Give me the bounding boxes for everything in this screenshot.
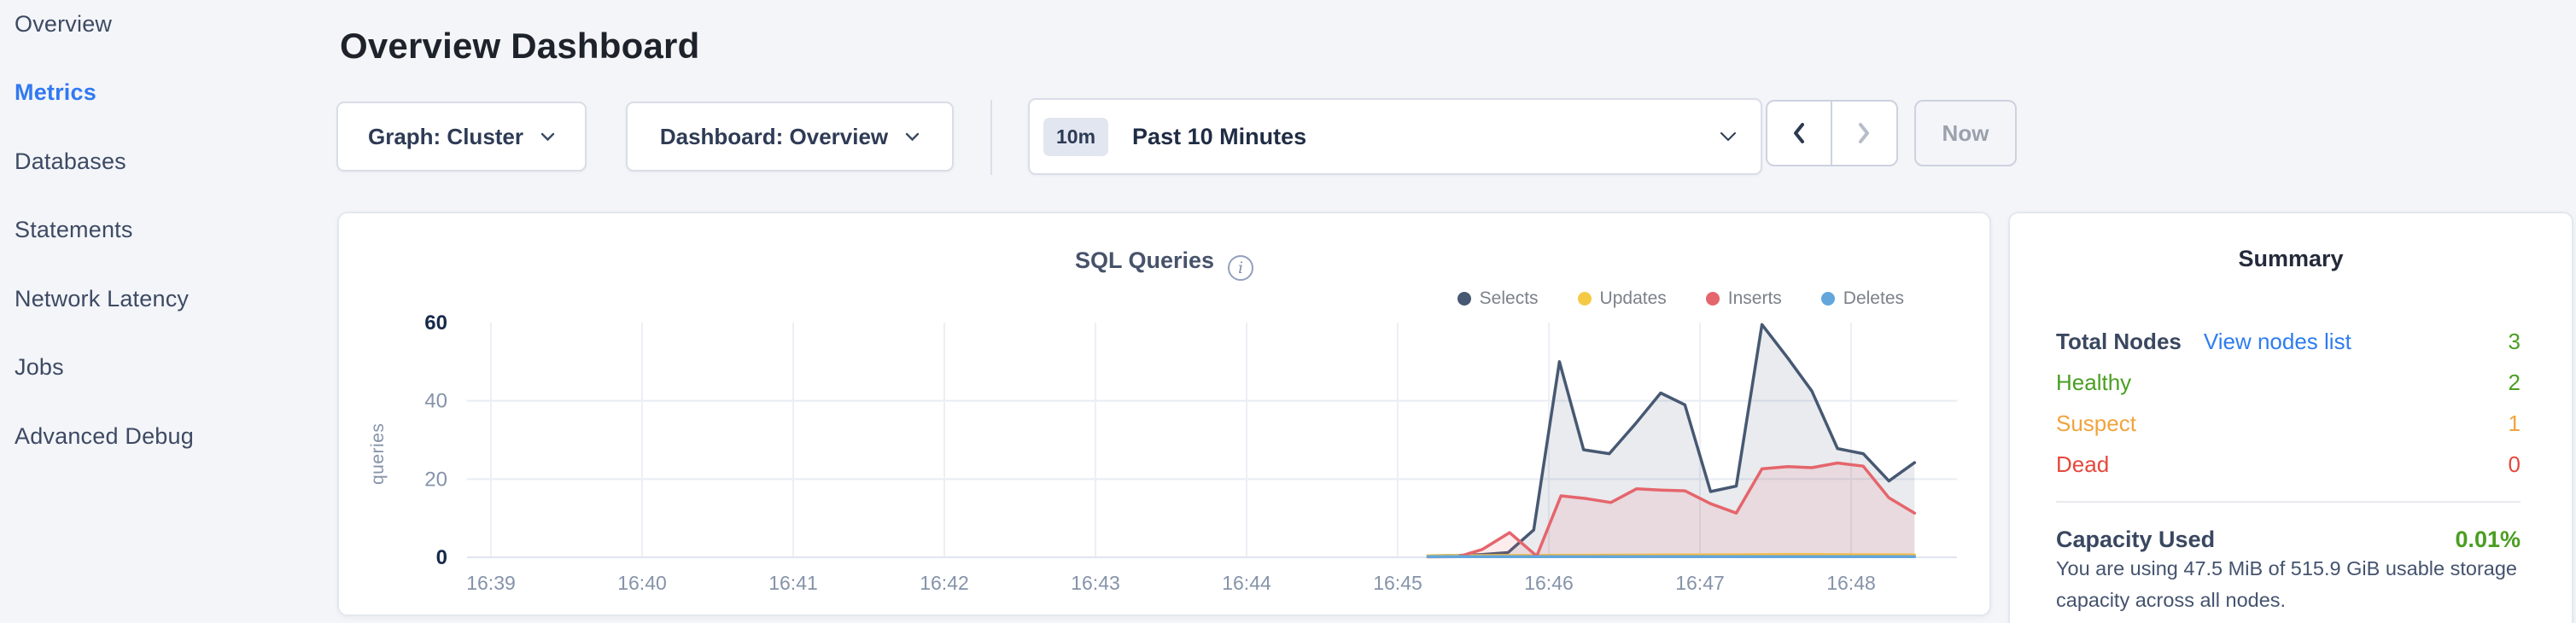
x-tick-label: 16:39 xyxy=(466,572,516,594)
info-icon[interactable]: i xyxy=(1228,255,1254,281)
legend-dot-icon xyxy=(1457,292,1471,306)
time-window-label: Past 10 Minutes xyxy=(1132,123,1307,149)
chart-title: SQL Queries xyxy=(1074,247,1215,273)
capacity-used-label: Capacity Used xyxy=(2056,526,2216,552)
suspect-nodes-row: Suspect 1 xyxy=(2056,403,2521,444)
sidebar-item-metrics[interactable]: Metrics xyxy=(15,79,96,106)
legend-item-updates[interactable]: Updates xyxy=(1577,288,1667,309)
y-tick-label: 20 xyxy=(424,468,447,491)
dead-nodes-row: Dead 0 xyxy=(2056,444,2521,485)
time-step-buttons xyxy=(1766,100,1898,166)
capacity-description: You are using 47.5 MiB of 515.9 GiB usab… xyxy=(2056,557,2517,611)
series-line-inserts xyxy=(1426,461,1917,559)
legend-item-inserts[interactable]: Inserts xyxy=(1705,288,1782,309)
nodes-summary: Total Nodes View nodes list 3 Healthy 2 … xyxy=(2056,321,2521,485)
chevron-down-icon xyxy=(905,132,920,142)
chevron-right-icon xyxy=(1855,120,1873,146)
capacity-used-row: Capacity Used 0.01% xyxy=(2056,521,2521,558)
dashboard-controls: Graph: Cluster Dashboard: Overview 10m P… xyxy=(336,98,2215,177)
legend-item-deletes[interactable]: Deletes xyxy=(1820,288,1904,309)
sql-queries-chart-card: SQL Queries i Selects Updates Inserts Del… xyxy=(337,212,1991,616)
x-tick-label: 16:47 xyxy=(1675,572,1725,594)
sidebar-item-network-latency[interactable]: Network Latency xyxy=(15,285,190,312)
dead-label: Dead xyxy=(2056,451,2110,477)
legend-label: Selects xyxy=(1479,288,1539,308)
x-tick-label: 16:43 xyxy=(1071,572,1120,594)
sidebar-item-statements[interactable]: Statements xyxy=(15,217,133,243)
legend-dot-icon xyxy=(1820,292,1835,306)
healthy-value: 2 xyxy=(2508,369,2521,395)
sidebar: Overview Metrics Databases Statements Ne… xyxy=(0,0,316,623)
previous-time-window-button[interactable] xyxy=(1767,102,1832,165)
legend-dot-icon xyxy=(1577,292,1592,306)
x-tick-label: 16:40 xyxy=(617,572,667,594)
chevron-left-icon xyxy=(1790,120,1808,146)
y-tick-label: 0 xyxy=(436,546,447,569)
page-title: Overview Dashboard xyxy=(340,26,700,66)
series-area-inserts xyxy=(1428,463,1915,557)
chevron-down-icon xyxy=(540,132,555,142)
x-tick-label: 16:41 xyxy=(768,572,818,594)
x-tick-label: 16:42 xyxy=(920,572,969,594)
healthy-label: Healthy xyxy=(2056,369,2132,395)
controls-divider xyxy=(990,100,992,175)
capacity-used-value: 0.01% xyxy=(2455,526,2521,552)
x-tick-label: 16:45 xyxy=(1373,572,1422,594)
total-nodes-row: Total Nodes View nodes list 3 xyxy=(2056,321,2521,362)
dashboard-dropdown[interactable]: Dashboard: Overview xyxy=(626,102,954,172)
x-tick-label: 16:46 xyxy=(1524,572,1574,594)
next-time-window-button[interactable] xyxy=(1832,102,1897,165)
legend-label: Updates xyxy=(1599,288,1667,308)
healthy-nodes-row: Healthy 2 xyxy=(2056,362,2521,403)
dashboard-dropdown-label: Dashboard: Overview xyxy=(659,123,889,149)
legend-label: Deletes xyxy=(1843,288,1904,308)
x-tick-label: 16:48 xyxy=(1826,572,1876,594)
sidebar-item-jobs[interactable]: Jobs xyxy=(15,354,64,381)
sql-queries-chart[interactable]: 16:39 16:40 16:41 16:42 16:43 16:44 16:45 16:46… xyxy=(365,312,1970,606)
summary-divider xyxy=(2056,501,2521,503)
dead-value: 0 xyxy=(2508,451,2521,477)
total-nodes-value: 3 xyxy=(2508,328,2521,354)
graph-scope-dropdown[interactable]: Graph: Cluster xyxy=(336,102,587,172)
legend-item-selects[interactable]: Selects xyxy=(1457,288,1539,309)
sidebar-item-overview[interactable]: Overview xyxy=(15,10,113,37)
view-nodes-list-link[interactable]: View nodes list xyxy=(2203,328,2351,354)
legend-label: Inserts xyxy=(1727,288,1782,308)
suspect-value: 1 xyxy=(2508,410,2521,436)
sidebar-item-advanced-debug[interactable]: Advanced Debug xyxy=(15,422,194,449)
y-tick-label: 40 xyxy=(424,390,447,413)
sidebar-item-databases[interactable]: Databases xyxy=(15,148,126,174)
summary-title: Summary xyxy=(2238,246,2344,271)
suspect-label: Suspect xyxy=(2056,410,2136,436)
series-line-selects xyxy=(1426,323,1917,557)
graph-scope-label: Graph: Cluster xyxy=(367,123,524,149)
time-window-selector[interactable]: 10m Past 10 Minutes xyxy=(1028,98,1762,175)
time-window-badge: 10m xyxy=(1043,117,1109,156)
legend-dot-icon xyxy=(1705,292,1720,306)
x-tick-label: 16:44 xyxy=(1222,572,1271,594)
chart-legend: Selects Updates Inserts Deletes xyxy=(1457,288,1904,309)
chevron-down-icon xyxy=(1720,131,1737,142)
total-nodes-label: Total Nodes xyxy=(2056,328,2182,354)
now-button[interactable]: Now xyxy=(1914,100,2017,166)
y-tick-label: 60 xyxy=(424,312,447,335)
summary-panel: Summary Total Nodes View nodes list 3 He… xyxy=(2008,212,2573,623)
chart-header: SQL Queries i xyxy=(339,247,1989,281)
series-area-selects xyxy=(1428,324,1915,557)
